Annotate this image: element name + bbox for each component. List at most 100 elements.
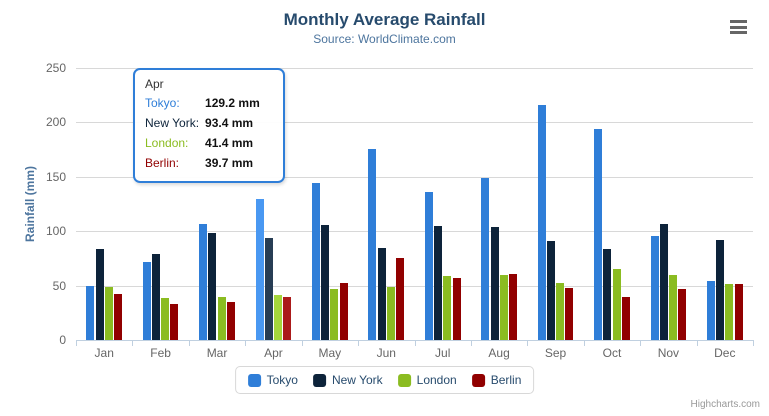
x-tick-label: Feb (150, 346, 171, 360)
bar-berlin-sep[interactable] (565, 288, 574, 340)
bar-tokyo-jun[interactable] (368, 148, 377, 340)
bar-tokyo-sep[interactable] (537, 104, 546, 340)
bar-tokyo-nov[interactable] (650, 236, 659, 340)
legend-label: Berlin (490, 373, 522, 387)
bar-new-york-apr[interactable] (264, 238, 273, 340)
bar-london-jun[interactable] (386, 287, 395, 340)
legend-swatch-tokyo (247, 373, 261, 387)
bar-tokyo-mar[interactable] (199, 224, 208, 340)
x-tick-label: Oct (602, 346, 622, 360)
bar-tokyo-feb[interactable] (142, 262, 151, 340)
bar-tokyo-oct[interactable] (594, 128, 603, 340)
bar-tokyo-may[interactable] (312, 183, 321, 340)
bar-new-york-feb[interactable] (152, 254, 161, 340)
bar-berlin-feb[interactable] (170, 303, 179, 340)
x-tick-label: Aug (488, 346, 510, 360)
x-axis-tick (753, 340, 754, 346)
bar-new-york-oct[interactable] (603, 249, 612, 340)
tooltip-series-value: 93.4 mm (205, 116, 254, 130)
legend-item-tokyo[interactable]: Tokyo (247, 373, 298, 387)
bar-berlin-dec[interactable] (734, 284, 743, 340)
y-tick-label: 0 (59, 333, 66, 347)
bar-london-sep[interactable] (556, 283, 565, 340)
bar-london-may[interactable] (330, 288, 339, 340)
bar-berlin-nov[interactable] (678, 289, 687, 340)
bar-berlin-apr[interactable] (283, 296, 292, 340)
bar-london-apr[interactable] (274, 294, 283, 340)
x-tick-label: Apr (264, 346, 283, 360)
bar-london-feb[interactable] (161, 297, 170, 340)
bar-tokyo-dec[interactable] (706, 280, 715, 340)
tooltip-rows: Tokyo: 129.2 mm New York: 93.4 mm London: 41.… (145, 93, 273, 173)
bar-new-york-jul[interactable] (434, 225, 443, 340)
y-tick-label: 50 (52, 278, 66, 293)
chart-subtitle: Source: WorldClimate.com (313, 32, 456, 46)
bar-berlin-jun[interactable] (396, 257, 405, 340)
x-tick-label: May (318, 346, 342, 360)
bar-new-york-dec[interactable] (716, 239, 725, 340)
gridline (76, 68, 753, 69)
tooltip-series-value: 39.7 mm (205, 156, 254, 170)
bar-london-nov[interactable] (668, 275, 677, 340)
x-axis-tick (132, 340, 134, 346)
x-tick-label: Jan (94, 346, 114, 360)
x-tick-label: Sep (544, 346, 567, 360)
gridline (76, 122, 753, 124)
x-axis-tick (414, 340, 416, 346)
chart-title: Monthly Average Rainfall (283, 10, 486, 29)
bar-london-dec[interactable] (725, 284, 734, 340)
x-tick-label: Jul (435, 346, 451, 360)
bar-tokyo-jan[interactable] (86, 285, 95, 340)
legend: Tokyo New York London Berlin (234, 366, 535, 394)
gridline (76, 285, 753, 287)
legend-item-london[interactable]: London (397, 373, 457, 387)
x-axis-tick (696, 340, 698, 346)
legend-label: New York (331, 373, 383, 387)
bar-berlin-mar[interactable] (226, 302, 235, 340)
legend-item-new-york[interactable]: New York (312, 373, 383, 387)
bar-tokyo-aug[interactable] (481, 178, 490, 340)
bar-london-oct[interactable] (612, 269, 621, 340)
bar-london-mar[interactable] (217, 297, 226, 340)
export-menu-button[interactable] (730, 20, 748, 34)
tooltip-series-label: Tokyo: (145, 96, 180, 110)
highcharts-credit[interactable]: Highcharts.com (690, 399, 760, 410)
bar-berlin-jul[interactable] (452, 277, 461, 340)
bar-berlin-jan[interactable] (114, 293, 122, 340)
y-tick-label: 150 (45, 169, 66, 184)
x-axis-tick (470, 340, 472, 346)
bar-london-aug[interactable] (499, 275, 508, 340)
x-axis-tick (301, 340, 303, 346)
bar-new-york-mar[interactable] (208, 232, 217, 340)
x-tick-label: Mar (206, 346, 228, 360)
bar-berlin-may[interactable] (339, 282, 348, 340)
tooltip: Apr Tokyo: 129.2 mm New York: 93.4 mm London… (133, 68, 285, 183)
gridline (76, 231, 753, 233)
x-axis-tick (188, 340, 190, 346)
tooltip-series-label: London: (145, 136, 189, 150)
bar-london-jul[interactable] (443, 275, 452, 340)
bar-new-york-aug[interactable] (490, 226, 499, 340)
bar-berlin-aug[interactable] (508, 274, 517, 340)
bar-new-york-sep[interactable] (546, 240, 555, 340)
hamburger-menu-icon (730, 25, 747, 29)
legend-label: Tokyo (266, 373, 298, 387)
x-tick-label: Jun (376, 346, 396, 360)
bar-berlin-oct[interactable] (621, 297, 630, 340)
hamburger-menu-icon (730, 20, 747, 23)
bar-tokyo-apr[interactable] (255, 199, 264, 340)
x-tick-label: Nov (657, 346, 680, 360)
tooltip-series-value: 41.4 mm (205, 136, 254, 150)
legend-item-berlin[interactable]: Berlin (471, 373, 522, 387)
gridline (76, 176, 753, 178)
bar-new-york-jun[interactable] (377, 248, 386, 340)
x-axis-tick (527, 340, 529, 346)
x-axis-tick (245, 340, 247, 346)
bar-tokyo-jul[interactable] (424, 192, 433, 340)
bar-new-york-may[interactable] (321, 224, 330, 340)
tooltip-series-label: New York: (145, 116, 200, 130)
bar-new-york-jan[interactable] (95, 249, 104, 340)
bar-new-york-nov[interactable] (659, 224, 668, 340)
bar-london-jan[interactable] (104, 286, 113, 340)
